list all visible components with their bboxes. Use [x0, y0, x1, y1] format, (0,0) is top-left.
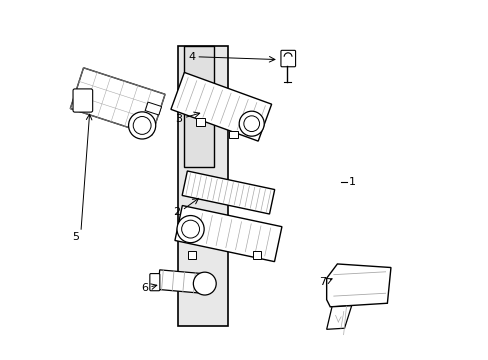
Polygon shape — [145, 102, 161, 115]
Circle shape — [133, 117, 151, 134]
Text: 1: 1 — [348, 177, 355, 187]
Polygon shape — [175, 206, 282, 262]
FancyBboxPatch shape — [281, 50, 295, 67]
Circle shape — [193, 272, 216, 295]
Circle shape — [177, 216, 204, 243]
Polygon shape — [70, 68, 165, 135]
Polygon shape — [171, 72, 271, 141]
Text: 5: 5 — [72, 232, 79, 242]
Text: 3: 3 — [175, 114, 182, 124]
FancyBboxPatch shape — [149, 274, 160, 291]
Text: 6: 6 — [141, 283, 148, 293]
FancyBboxPatch shape — [73, 89, 93, 112]
Circle shape — [128, 112, 155, 139]
Polygon shape — [326, 264, 390, 307]
Bar — [188, 251, 196, 258]
Bar — [229, 131, 238, 139]
Circle shape — [244, 116, 259, 131]
Circle shape — [239, 111, 264, 136]
Circle shape — [181, 220, 199, 238]
Bar — [178, 46, 228, 327]
Text: 4: 4 — [188, 52, 195, 62]
Text: 7: 7 — [319, 277, 326, 287]
Polygon shape — [326, 306, 351, 329]
Polygon shape — [158, 270, 209, 294]
Bar — [195, 118, 204, 126]
Bar — [252, 251, 260, 258]
Bar — [183, 46, 214, 167]
Polygon shape — [182, 171, 274, 214]
Text: 2: 2 — [173, 207, 180, 217]
